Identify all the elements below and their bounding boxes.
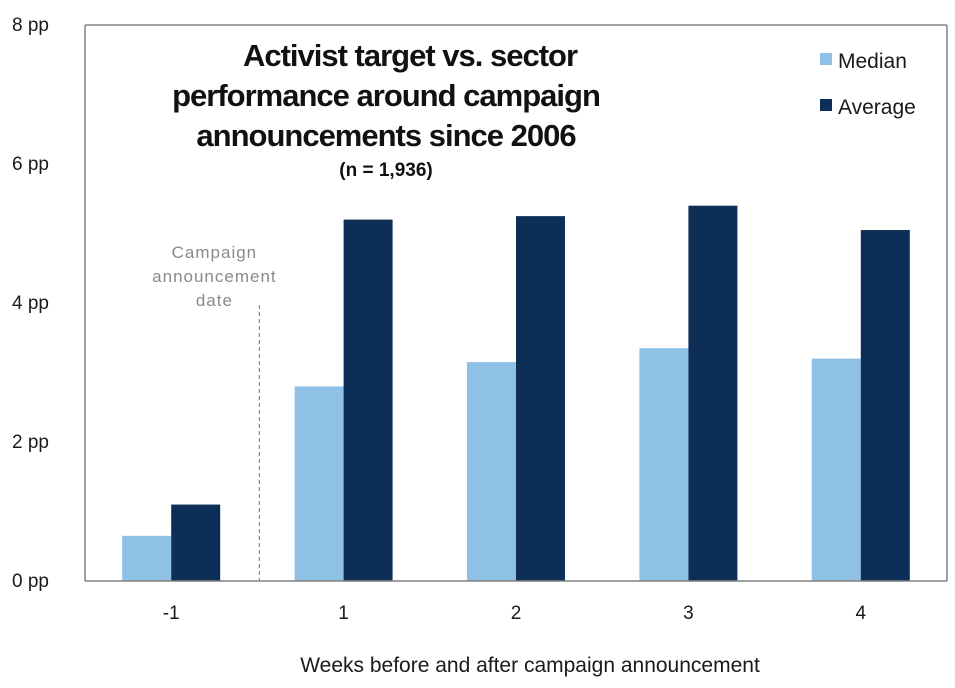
bar-average-1 [343, 219, 393, 581]
bars-layer [122, 205, 910, 581]
legend-label-average: Average [838, 96, 916, 119]
y-tick-label-6: 6 pp [12, 154, 49, 175]
title-line-3: announcements since 2006 [196, 118, 576, 153]
x-tick-labels: -1 1 2 3 4 [163, 603, 867, 624]
legend: Median Average [820, 50, 916, 119]
y-tick-label-2: 2 pp [12, 432, 49, 453]
x-tick-label--1: -1 [163, 603, 180, 624]
annotation-line-2: announcement [152, 267, 276, 286]
title-line-1: Activist target vs. sector [243, 38, 578, 73]
legend-swatch-median [820, 53, 832, 65]
legend-swatch-average [820, 99, 832, 111]
y-tick-labels: 0 pp 2 pp 4 pp 6 pp 8 pp [12, 15, 49, 592]
bar-median-1 [294, 386, 344, 581]
y-tick-label-4: 4 pp [12, 293, 49, 314]
bar-average-3 [688, 205, 738, 581]
chart-title: Activist target vs. sector performance a… [172, 38, 601, 181]
title-line-2: performance around campaign [172, 78, 600, 113]
bar-average-2 [516, 216, 565, 581]
x-tick-label-4: 4 [856, 603, 867, 624]
annotation-line-3: date [196, 291, 233, 310]
announcement-date-label: Campaign announcement date [152, 243, 276, 310]
bar-median-2 [467, 362, 516, 581]
bar-average--1 [171, 504, 221, 581]
x-tick-label-3: 3 [683, 603, 694, 624]
y-tick-label-0: 0 pp [12, 571, 49, 592]
axes-layer [84, 24, 948, 582]
legend-label-median: Median [838, 50, 907, 73]
chart-subtitle: (n = 1,936) [339, 160, 432, 181]
x-axis-title: Weeks before and after campaign announce… [300, 654, 760, 677]
y-tick-label-8: 8 pp [12, 15, 49, 36]
x-tick-label-1: 1 [338, 603, 349, 624]
bar-median--1 [122, 535, 172, 581]
annotation-line-1: Campaign [172, 243, 258, 262]
bar-median-3 [639, 348, 689, 581]
bar-average-4 [860, 230, 910, 581]
bar-median-4 [811, 358, 861, 581]
x-tick-label-2: 2 [511, 603, 522, 624]
